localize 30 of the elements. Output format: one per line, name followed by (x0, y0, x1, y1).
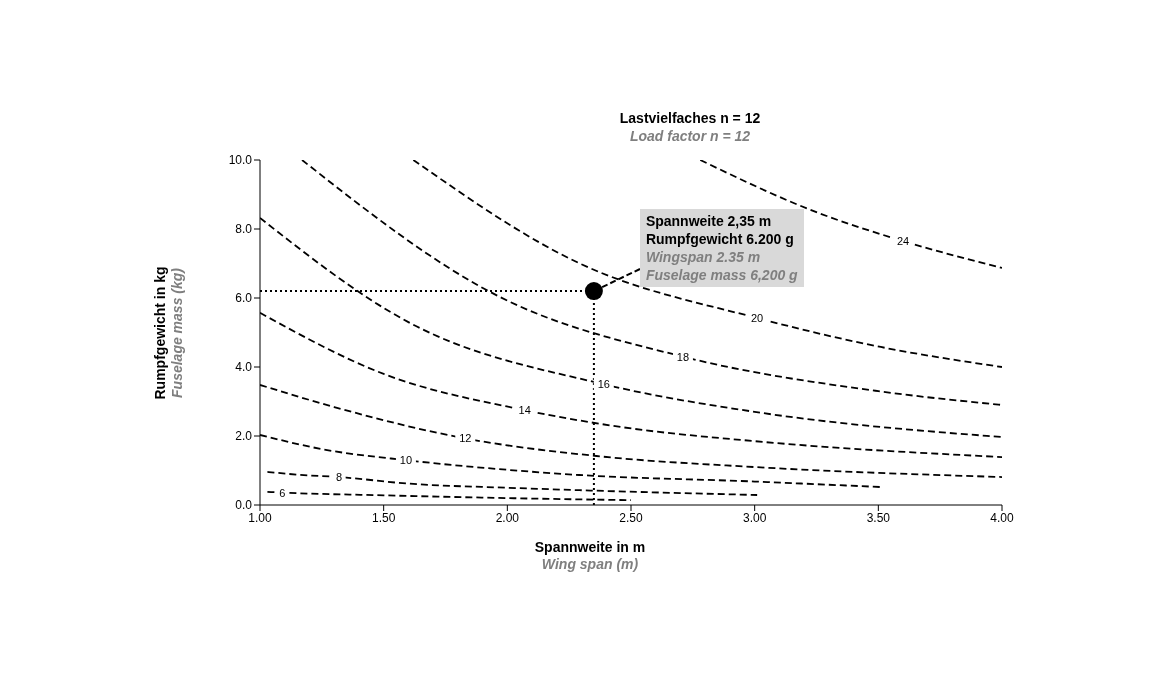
y-tick-label: 4.0 (235, 360, 253, 375)
x-axis-title: Spannweite in m Wing span (m) (533, 539, 647, 573)
x-tick-label: 1.50 (371, 510, 396, 525)
chart-title: Lastvielfaches n = 12 (618, 110, 762, 126)
series-label: 18 (676, 350, 690, 363)
x-tick-label: 4.00 (990, 510, 1014, 525)
y-tick-label: 0.0 (235, 498, 253, 513)
y-tick-label: 10.0 (228, 153, 253, 168)
chart-subtitle: Load factor n = 12 (628, 128, 752, 144)
series-label: 6 (279, 486, 286, 499)
point (584, 282, 603, 301)
x-tick-label: 3.00 (742, 510, 767, 525)
series-label: 12 (459, 432, 472, 445)
series-label: 24 (896, 235, 910, 248)
line-series (266, 469, 759, 496)
x-tick-label: 2.00 (495, 510, 520, 525)
x-tick-label: 1.00 (248, 510, 272, 525)
series-label: 10 (399, 454, 413, 467)
y-tick-label: 6.0 (235, 291, 253, 306)
line-series (412, 160, 1002, 368)
series-label: 8 (336, 471, 343, 484)
series-label: 14 (518, 404, 531, 417)
series-label: 20 (751, 312, 764, 325)
series-label: 16 (597, 378, 610, 391)
x-tick-label: 3.50 (866, 510, 891, 525)
y-axis-title: Rumpfgewicht in kg Fuselage mass (kg) (152, 265, 186, 401)
y-tick-label: 2.0 (235, 429, 253, 444)
x-tick-label: 2.50 (619, 510, 643, 525)
annotation: Spannweite 2,35 m Rumpfgewicht 6.200 g Wingspan 2.35 m Fuselage mass 6,200 g (645, 212, 798, 285)
y-tick-label: 8.0 (235, 222, 253, 237)
